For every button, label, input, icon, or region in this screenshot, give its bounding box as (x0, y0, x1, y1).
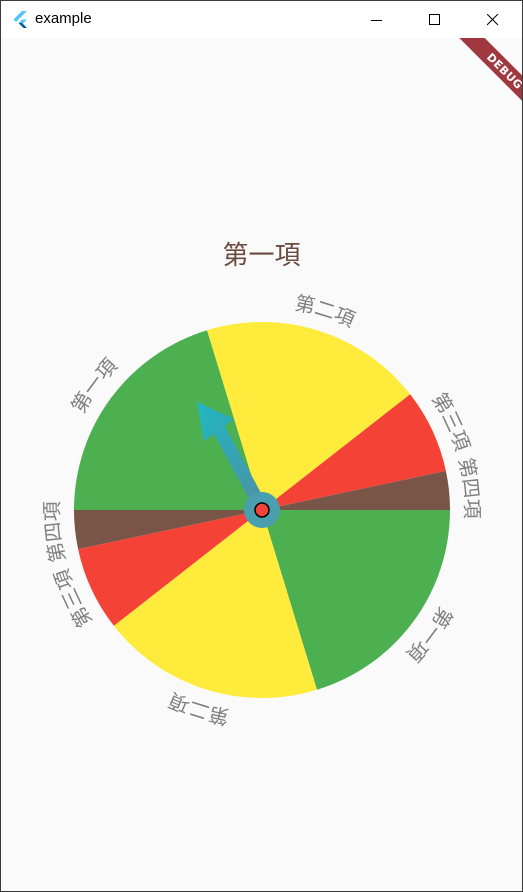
minimize-button[interactable] (348, 1, 406, 38)
wheel-segment-fourth (74, 510, 262, 550)
wheel-segment-first (262, 510, 450, 690)
wheel-segment-third (78, 510, 263, 626)
maximize-button[interactable] (406, 1, 464, 38)
result-label: 第一項 (222, 241, 301, 271)
close-icon (487, 13, 499, 25)
window-title: example (35, 10, 92, 27)
wheel-segment-second (113, 510, 317, 698)
close-button[interactable] (464, 1, 522, 38)
wheel-label-fourth: 第四項 (454, 455, 484, 518)
wheel-segment-fourth (262, 470, 450, 510)
wheel-label-second: 第二項 (166, 688, 232, 729)
wheel-label-fourth: 第四項 (40, 501, 70, 564)
wheel-segment-first (74, 330, 262, 510)
debug-banner: DEBUG (427, 38, 522, 133)
maximize-icon (429, 13, 440, 25)
wheel-segment-second (207, 321, 411, 510)
title-bar: example (1, 1, 522, 38)
debug-banner-text: DEBUG (484, 50, 522, 92)
spin-hub-button[interactable] (254, 502, 270, 518)
flutter-logo-icon (13, 11, 27, 28)
wheel-label-second: 第二項 (293, 291, 359, 332)
pointer-arrow-icon (197, 402, 268, 512)
wheel-segment-third (262, 394, 446, 510)
minimize-icon (371, 19, 382, 21)
